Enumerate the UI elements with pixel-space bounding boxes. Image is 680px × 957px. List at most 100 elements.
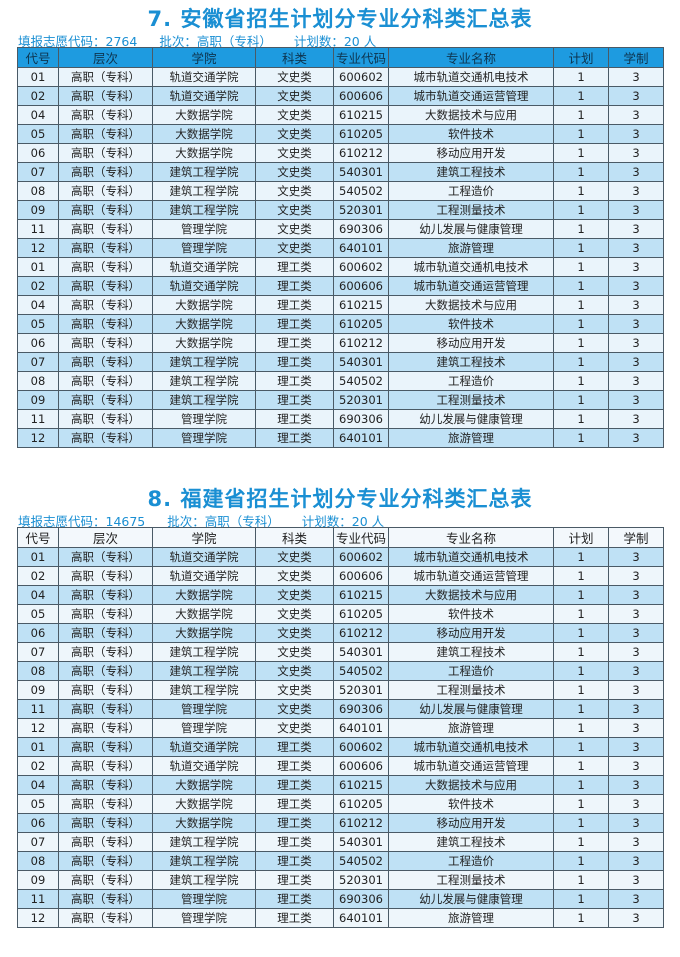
table-cell: 高职（专科）	[58, 623, 153, 643]
table-row: 07 高职（专科） 建筑工程学院 文史类 540301 建筑工程技术 1 3	[17, 642, 664, 662]
table-cell: 640101	[333, 718, 389, 738]
table-cell: 文史类	[255, 699, 334, 719]
table-cell: 高职（专科）	[58, 143, 153, 163]
table-cell: 1	[553, 333, 609, 353]
table-cell: 工程测量技术	[388, 200, 554, 220]
table-cell: 幼儿发展与健康管理	[388, 699, 554, 719]
table-cell: 3	[608, 889, 664, 909]
table-cell: 建筑工程技术	[388, 162, 554, 182]
column-header: 学院	[152, 47, 256, 68]
table-row: 12 高职（专科） 管理学院 文史类 640101 旅游管理 1 3	[17, 238, 664, 258]
table-cell: 城市轨道交通运营管理	[388, 86, 554, 106]
table-cell: 08	[17, 851, 59, 871]
table-cell: 01	[17, 547, 59, 567]
table-row: 07 高职（专科） 建筑工程学院 文史类 540301 建筑工程技术 1 3	[17, 162, 664, 182]
table-cell: 690306	[333, 219, 389, 239]
table-cell: 大数据学院	[152, 623, 256, 643]
table-cell: 1	[553, 566, 609, 586]
table-cell: 理工类	[255, 851, 334, 871]
table-cell: 文史类	[255, 547, 334, 567]
table-cell: 610212	[333, 813, 389, 833]
table-cell: 城市轨道交通机电技术	[388, 257, 554, 277]
section-title: 7. 安徽省招生计划分专业分科类汇总表	[147, 7, 533, 31]
table-cell: 建筑工程学院	[152, 181, 256, 201]
table-row: 06 高职（专科） 大数据学院 理工类 610212 移动应用开发 1 3	[17, 333, 664, 353]
section-title: 8. 福建省招生计划分专业分科类汇总表	[147, 487, 533, 511]
table-cell: 3	[608, 775, 664, 795]
table-cell: 610205	[333, 314, 389, 334]
table-cell: 工程造价	[388, 181, 554, 201]
table-cell: 高职（专科）	[58, 67, 153, 87]
table-cell: 幼儿发展与健康管理	[388, 889, 554, 909]
table-cell: 3	[608, 832, 664, 852]
table-cell: 城市轨道交通机电技术	[388, 737, 554, 757]
table-cell: 1	[553, 661, 609, 681]
plan-table: 代号 层次 学院 科类 专业代码 专业名称 计划 学制 01 高职（专科） 轨道交通学院 文史类 600…	[17, 527, 664, 928]
table-cell: 12	[17, 428, 59, 448]
table-cell: 旅游管理	[388, 908, 554, 928]
table-cell: 09	[17, 200, 59, 220]
table-cell: 高职（专科）	[58, 547, 153, 567]
table-cell: 理工类	[255, 870, 334, 890]
table-cell: 640101	[333, 428, 389, 448]
table-cell: 05	[17, 314, 59, 334]
table-cell: 1	[553, 699, 609, 719]
table-cell: 1	[553, 371, 609, 391]
column-header: 科类	[255, 47, 334, 68]
table-cell: 城市轨道交通运营管理	[388, 276, 554, 296]
table-cell: 高职（专科）	[58, 257, 153, 277]
table-cell: 文史类	[255, 105, 334, 125]
table-cell: 540301	[333, 642, 389, 662]
table-cell: 城市轨道交通运营管理	[388, 566, 554, 586]
table-cell: 大数据学院	[152, 585, 256, 605]
table-cell: 大数据技术与应用	[388, 105, 554, 125]
table-cell: 08	[17, 371, 59, 391]
table-cell: 管理学院	[152, 908, 256, 928]
table-cell: 高职（专科）	[58, 870, 153, 890]
table-cell: 610205	[333, 794, 389, 814]
table-cell: 旅游管理	[388, 238, 554, 258]
table-cell: 3	[608, 162, 664, 182]
table-cell: 1	[553, 219, 609, 239]
table-cell: 理工类	[255, 409, 334, 429]
table-cell: 3	[608, 314, 664, 334]
table-cell: 城市轨道交通机电技术	[388, 67, 554, 87]
table-cell: 高职（专科）	[58, 794, 153, 814]
table-cell: 1	[553, 851, 609, 871]
table-cell: 12	[17, 238, 59, 258]
table-cell: 02	[17, 86, 59, 106]
column-header: 专业名称	[388, 527, 554, 548]
table-cell: 08	[17, 181, 59, 201]
table-cell: 高职（专科）	[58, 908, 153, 928]
table-cell: 高职（专科）	[58, 238, 153, 258]
table-cell: 文史类	[255, 680, 334, 700]
table-cell: 1	[553, 585, 609, 605]
table-cell: 软件技术	[388, 604, 554, 624]
table-cell: 1	[553, 238, 609, 258]
table-cell: 600602	[333, 257, 389, 277]
table-cell: 高职（专科）	[58, 333, 153, 353]
table-row: 07 高职（专科） 建筑工程学院 理工类 540301 建筑工程技术 1 3	[17, 832, 664, 852]
table-cell: 3	[608, 371, 664, 391]
table-cell: 3	[608, 623, 664, 643]
table-cell: 09	[17, 870, 59, 890]
table-cell: 1	[553, 718, 609, 738]
table-cell: 文史类	[255, 585, 334, 605]
batch-label: 批次：高职（专科）	[167, 514, 280, 529]
table-cell: 管理学院	[152, 409, 256, 429]
code-label: 填报志愿代码：14675	[18, 514, 146, 529]
table-cell: 540502	[333, 181, 389, 201]
table-cell: 理工类	[255, 390, 334, 410]
table-row: 09 高职（专科） 建筑工程学院 理工类 520301 工程测量技术 1 3	[17, 870, 664, 890]
table-cell: 建筑工程学院	[152, 200, 256, 220]
table-cell: 1	[553, 295, 609, 315]
table-cell: 理工类	[255, 775, 334, 795]
table-cell: 幼儿发展与健康管理	[388, 409, 554, 429]
table-cell: 05	[17, 604, 59, 624]
table-cell: 07	[17, 352, 59, 372]
table-cell: 高职（专科）	[58, 889, 153, 909]
table-cell: 01	[17, 737, 59, 757]
table-cell: 建筑工程学院	[152, 870, 256, 890]
table-cell: 理工类	[255, 889, 334, 909]
table-cell: 3	[608, 661, 664, 681]
